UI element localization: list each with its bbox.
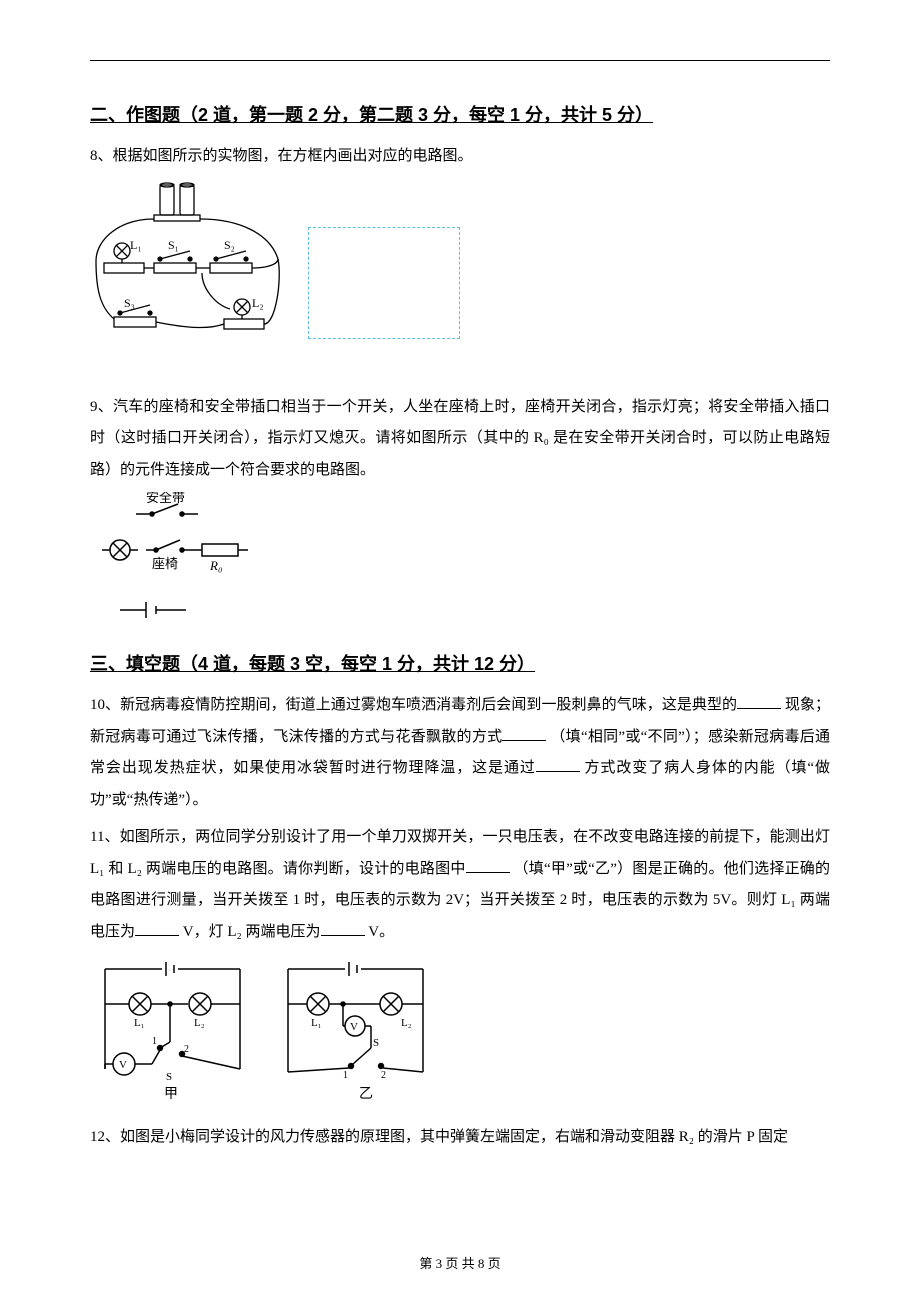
q10-blank3 xyxy=(536,756,580,772)
q8-figure-row: L₁ S₁ S₂ S₃ L₂ xyxy=(90,179,830,374)
q10-text: 10、新冠病毒疫情防控期间，街道上通过雾炮车喷洒消毒剂后会闻到一股刺鼻的气味，这… xyxy=(90,690,830,816)
q11-blank3 xyxy=(321,920,365,936)
center-dot: · xyxy=(458,655,462,670)
q11-circuit-jia: L₁ L₂ V 1 2 S 甲 xyxy=(90,954,255,1104)
jia-V: V xyxy=(119,1059,127,1071)
jia-L1: L₁ xyxy=(134,1017,145,1029)
q9-circuit-figure: 安全带 座椅 R₀ xyxy=(90,492,260,632)
q10-a: 10、新冠病毒疫情防控期间，街道上通过雾炮车喷洒消毒剂后会闻到一股刺鼻的气味，这… xyxy=(90,697,737,713)
yi-1: 1 xyxy=(343,1070,348,1081)
jia-2: 2 xyxy=(184,1044,189,1055)
q11-blank2 xyxy=(135,920,179,936)
q12-text: 12、如图是小梅同学设计的风力传感器的原理图，其中弹簧左端固定，右端和滑动变阻器… xyxy=(90,1122,830,1154)
page-container: 二、作图题（2 道，第一题 2 分，第二题 3 分，每空 1 分，共计 5 分）… xyxy=(0,0,920,1302)
jia-1: 1 xyxy=(152,1036,157,1047)
q8-text: 8、根据如图所示的实物图，在方框内画出对应的电路图。 xyxy=(90,141,830,173)
yi-V: V xyxy=(350,1021,358,1033)
q11-d: V。 xyxy=(368,924,394,940)
q8-answer-box xyxy=(308,227,460,339)
label-belt: 安全带 xyxy=(146,492,185,505)
q11-figure-row: L₁ L₂ V 1 2 S 甲 xyxy=(90,954,830,1104)
q8-physical-figure: L₁ S₁ S₂ S₃ L₂ xyxy=(90,179,290,374)
page-footer: 第 3 页 共 8 页 xyxy=(0,1253,920,1272)
q11-text: 11、如图所示，两位同学分别设计了用一个单刀双掷开关，一只电压表，在不改变电路连… xyxy=(90,822,830,948)
label-S3: S₃ xyxy=(124,296,135,310)
q11-circuit-yi: L₁ L₂ V S 1 2 乙 xyxy=(273,954,438,1104)
yi-S: S xyxy=(373,1037,379,1049)
top-rule xyxy=(90,60,830,61)
footer-c: 页 xyxy=(484,1256,500,1271)
footer-a: 第 xyxy=(419,1256,435,1271)
yi-label: 乙 xyxy=(359,1086,373,1102)
jia-S: S xyxy=(166,1071,172,1083)
q9-figure-row: 安全带 座椅 R₀ xyxy=(90,492,830,632)
label-L1: L₁ xyxy=(130,238,142,252)
yi-2: 2 xyxy=(381,1070,386,1081)
jia-label: 甲 xyxy=(164,1087,178,1102)
q11-blank1 xyxy=(466,857,510,873)
yi-L1: L₁ xyxy=(311,1017,322,1029)
yi-L2: L₂ xyxy=(401,1017,412,1029)
q11-c: V，灯 L₂ 两端电压为 xyxy=(183,924,321,940)
label-S1: S₁ xyxy=(168,238,179,252)
label-R0: R₀ xyxy=(209,558,222,573)
q10-blank2 xyxy=(502,725,546,741)
footer-b: 页 共 xyxy=(442,1256,478,1271)
jia-L2: L₂ xyxy=(194,1017,205,1029)
section2-title: 二、作图题（2 道，第一题 2 分，第二题 3 分，每空 1 分，共计 5 分） xyxy=(90,101,830,127)
q9-text: 9、汽车的座椅和安全带插口相当于一个开关，人坐在座椅上时，座椅开关闭合，指示灯亮… xyxy=(90,392,830,487)
label-seat: 座椅 xyxy=(152,556,178,571)
label-S2: S₂ xyxy=(224,238,235,252)
q10-blank1 xyxy=(737,693,781,709)
label-L2: L₂ xyxy=(252,296,264,310)
